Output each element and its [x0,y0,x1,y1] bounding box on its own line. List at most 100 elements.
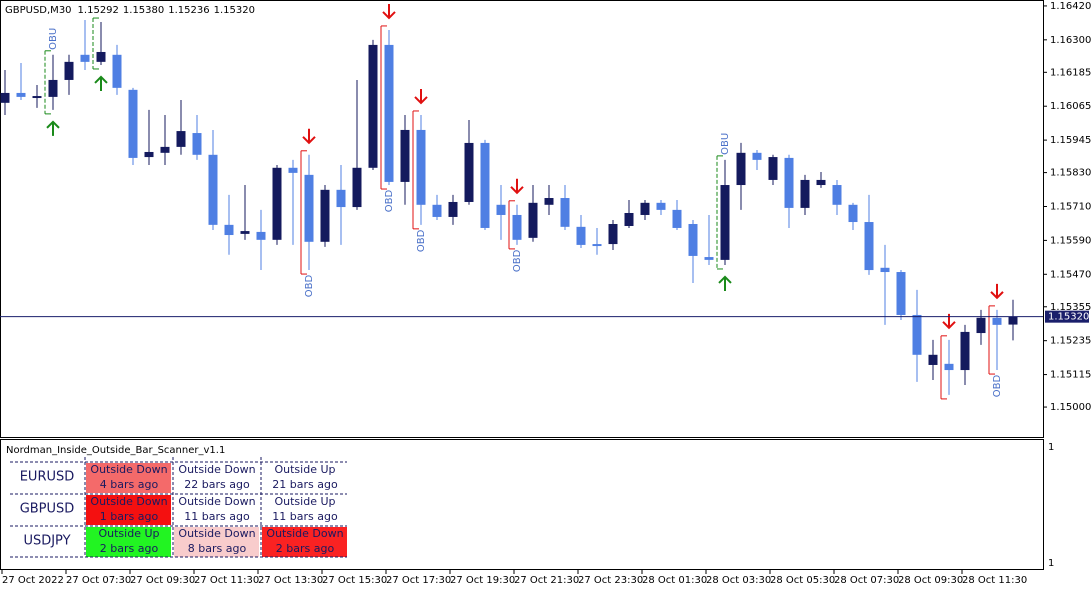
signal-label: OBD [416,229,427,252]
candle-body [480,142,490,228]
cell-background [86,527,171,557]
candle-body [432,204,442,217]
cell-background [86,463,171,493]
x-tick-label: 27 Oct 19:30 [450,575,515,586]
x-tick-label: 27 Oct 23:30 [578,575,643,586]
candle-body [592,244,602,247]
cell-background [86,495,171,525]
candle-body [416,129,426,205]
x-tick-label: 27 Oct 11:30 [194,575,259,586]
candle-body [768,157,778,180]
candle-body [0,92,10,103]
x-tick-label: 28 Oct 09:30 [898,575,963,586]
x-tick-label: 28 Oct 11:30 [962,575,1027,586]
x-tick-label: 27 Oct 2022 [2,575,64,586]
candle-body [400,129,410,182]
candle-body [320,189,330,242]
candle-body [80,54,90,62]
x-tick-label: 28 Oct 07:30 [834,575,899,586]
candle-body [368,44,378,168]
candle-body [48,79,58,97]
row-symbol: USDJPY [23,534,70,549]
candle-body [288,167,298,173]
candle-body [800,179,810,208]
candle-body [384,44,394,182]
candle-body [720,185,730,260]
candle-body [128,89,138,158]
x-tick-label: 28 Oct 03:30 [706,575,771,586]
signal-arrow [414,88,428,105]
cell-background [174,463,259,493]
y-tick-label: 1.16300 [1050,35,1091,46]
candle-body [256,231,266,240]
candle-body [160,146,170,153]
cell-status: Outside Down [90,463,167,476]
cell-age: 21 bars ago [272,478,338,491]
candle-body [864,222,874,271]
candle-body [352,167,362,208]
candle-body [16,92,26,97]
row-symbol: EURUSD [20,470,75,485]
candle-body [560,198,570,227]
cell-background [262,527,347,557]
signal-label: OBD [992,375,1003,398]
signal-label: OBD [384,190,395,213]
y-tick-label: 1.15945 [1050,135,1091,146]
cell-status: Outside Down [178,527,255,540]
cell-age: 11 bars ago [184,510,250,523]
scanner-title: Nordman_Inside_Outside_Bar_Scanner_v1.1 [6,445,225,456]
candle-body [512,214,522,240]
candle-body [192,133,202,155]
y-tick-label: 1.15235 [1050,336,1091,347]
candle-body [640,202,650,215]
candle-body [64,61,74,80]
candle-body [848,204,858,223]
candle-body [240,231,250,234]
cell-age: 8 bars ago [188,542,247,555]
signal-arrow [942,313,956,330]
candle-body [176,131,186,147]
y-tick-label: 1.15590 [1050,235,1091,246]
high-label: 1.15380 [123,5,164,16]
low-label: 1.15236 [168,5,209,16]
signal-label: OBU [720,133,731,155]
cell-background [174,495,259,525]
candle-body [912,314,922,355]
candle-body [704,257,714,260]
cell-status: Outside Up [274,495,335,508]
signal-arrow [94,75,108,91]
candle-body [528,202,538,238]
x-tick-label: 27 Oct 21:30 [514,575,579,586]
x-tick-label: 28 Oct 01:30 [642,575,707,586]
y-tick-label: 1.15000 [1050,402,1091,413]
candle-body [832,185,842,205]
y-tick-label: 1.15115 [1050,370,1091,381]
signal-label: OBD [304,275,315,298]
signal-label: OBD [512,249,523,272]
candle-body [608,224,618,245]
cell-age: 11 bars ago [272,510,338,523]
main-panel [0,0,1044,438]
x-tick-label: 27 Oct 15:30 [322,575,387,586]
candle-body [112,54,122,88]
candle-body [880,267,890,273]
candle-body [208,154,218,225]
candle-body [992,317,1002,325]
candle-body [576,226,586,245]
cell-status: Outside Down [178,495,255,508]
cell-status: Outside Down [266,527,343,540]
candle-body [32,96,42,99]
x-tick-label: 27 Oct 17:30 [386,575,451,586]
candle-body [336,189,346,208]
cell-age: 4 bars ago [100,478,159,491]
candle-body [96,51,106,62]
price-tag [1045,310,1089,323]
candle-body [304,174,314,242]
open-label: 1.15292 [78,5,119,16]
candle-body [272,167,282,240]
x-tick-label: 28 Oct 05:30 [770,575,835,586]
cell-status: Outside Up [98,527,159,540]
cell-background [174,527,259,557]
y-tick-label: 1.15830 [1050,168,1091,179]
